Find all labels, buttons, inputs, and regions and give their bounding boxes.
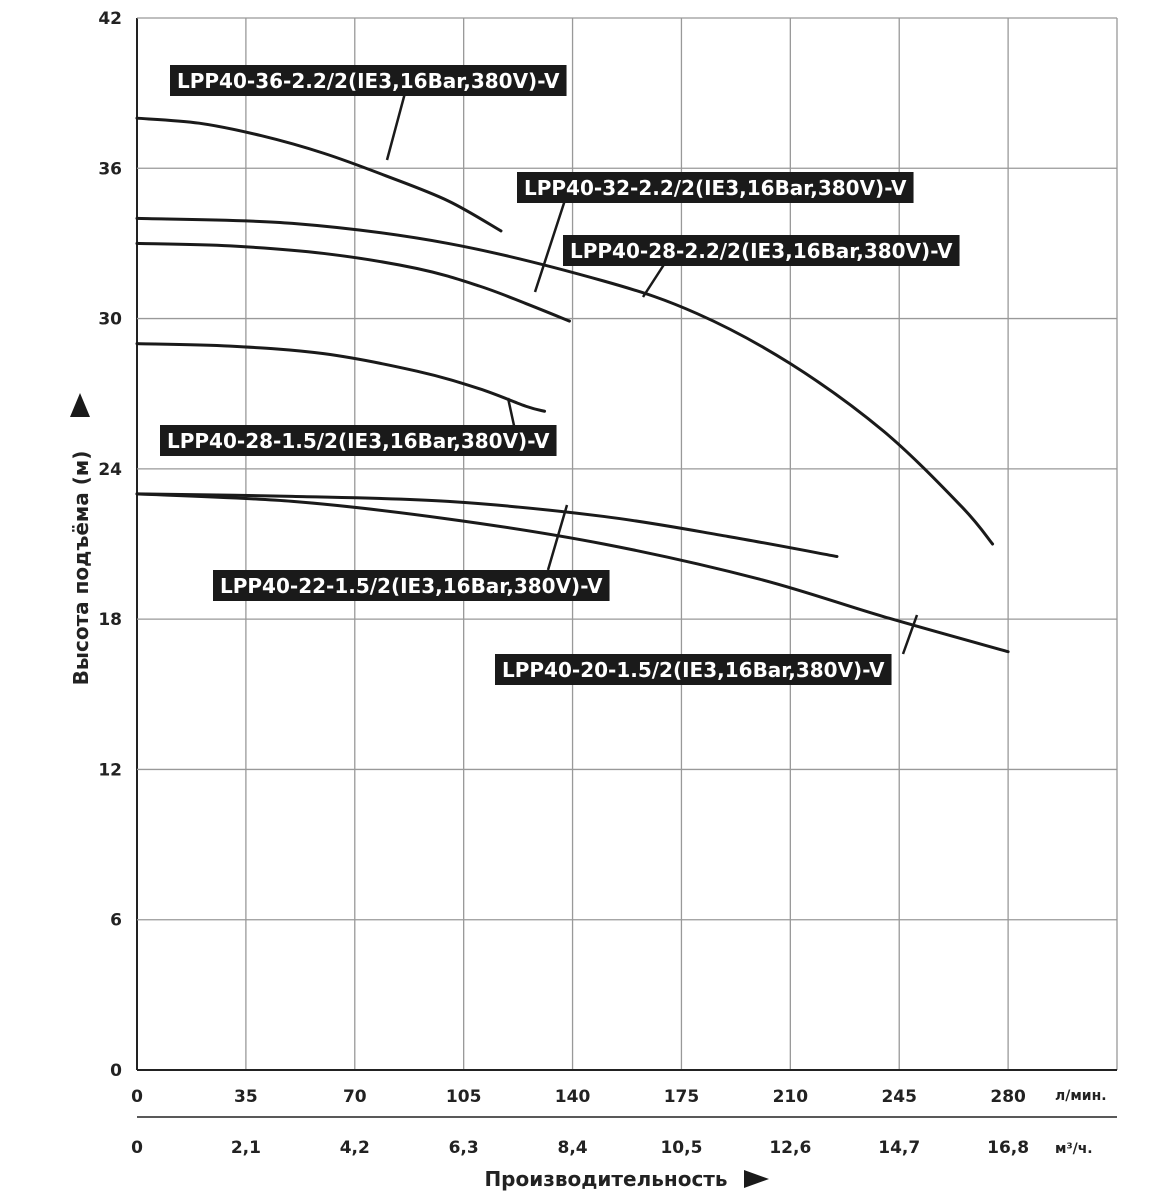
series-labels: LPP40-36-2.2/2(IE3,16Bar,380V)-V LPP40-32… <box>160 65 960 685</box>
series-curve-2 <box>135 216 995 546</box>
x-unit-primary: л/мин. <box>1055 1088 1107 1104</box>
x-tick-label-secondary: 6,3 <box>449 1138 479 1158</box>
series-label-1: LPP40-32-2.2/2(IE3,16Bar,380V)-V <box>524 176 907 200</box>
y-tick-label: 0 <box>110 1061 122 1081</box>
series-curve-1 <box>135 241 571 323</box>
x-tick-label: 35 <box>234 1087 258 1107</box>
x-tick-label: 105 <box>446 1087 482 1107</box>
x-axis-title: Производительность <box>484 1167 727 1191</box>
y-axis-title: Высота подъёма (м) <box>69 451 93 686</box>
series-label-0: LPP40-36-2.2/2(IE3,16Bar,380V)-V <box>177 69 560 93</box>
x-unit-secondary: м³/ч. <box>1055 1141 1093 1157</box>
y-tick-label: 36 <box>98 159 122 179</box>
series-label-box-3 <box>160 425 557 456</box>
x-tick-label-secondary: 2,1 <box>231 1138 261 1158</box>
series-curve-3 <box>135 342 547 413</box>
x-tick-label: 210 <box>773 1087 809 1107</box>
y-axis-title-group: Высота подъёма (м) <box>69 393 93 685</box>
x-tick-label: 175 <box>664 1087 700 1107</box>
x-tick-label-secondary: 0 <box>131 1138 143 1158</box>
series-curve-0 <box>135 116 503 233</box>
leader-line-5 <box>901 614 919 655</box>
series-label-box-2 <box>563 235 960 266</box>
series-curve-4 <box>135 492 839 559</box>
y-tick-label: 12 <box>98 760 122 780</box>
series-label-4: LPP40-22-1.5/2(IE3,16Bar,380V)-V <box>220 574 603 598</box>
series-curve-5 <box>135 492 1010 654</box>
series-label-3: LPP40-28-1.5/2(IE3,16Bar,380V)-V <box>167 429 550 453</box>
series-label-box-1 <box>517 172 914 203</box>
series-label-5: LPP40-20-1.5/2(IE3,16Bar,380V)-V <box>502 658 885 682</box>
x-tick-label-secondary: 10,5 <box>660 1138 702 1158</box>
x-tick-label: 0 <box>131 1087 143 1107</box>
x-tick-label: 245 <box>881 1087 917 1107</box>
leader-line-4 <box>546 504 569 571</box>
leader-line-2 <box>641 262 667 298</box>
x-axis-arrow-icon <box>744 1170 769 1188</box>
x-tick-label-secondary: 12,6 <box>769 1138 811 1158</box>
series-label-2: LPP40-28-2.2/2(IE3,16Bar,380V)-V <box>570 239 953 263</box>
series-label-box-4 <box>213 570 610 601</box>
y-tick-label: 6 <box>110 911 122 931</box>
series-curves <box>135 116 1010 654</box>
x-tick-label-secondary: 16,8 <box>987 1138 1029 1158</box>
y-tick-label: 24 <box>98 460 122 480</box>
leader-line-1 <box>533 199 567 293</box>
series-label-box-5 <box>495 654 892 685</box>
series-label-box-0 <box>170 65 567 96</box>
y-axis-arrow-icon <box>70 393 90 417</box>
y-tick-label: 18 <box>98 610 122 630</box>
x-tick-label: 70 <box>343 1087 367 1107</box>
y-tick-label: 42 <box>98 9 122 29</box>
x-tick-label-secondary: 8,4 <box>557 1138 587 1158</box>
tick-labels: 0 6 12 18 24 30 36 42 0 35 70 105 140 175 210 245 280 0 2,… <box>98 9 1029 1158</box>
y-tick-label: 30 <box>98 310 122 330</box>
x-axis-title-group: Производительность <box>484 1167 769 1191</box>
x-tick-label: 280 <box>990 1087 1026 1107</box>
x-tick-label-secondary: 4,2 <box>340 1138 370 1158</box>
x-tick-label: 140 <box>555 1087 591 1107</box>
leader-line-0 <box>385 92 407 161</box>
x-tick-label-secondary: 14,7 <box>878 1138 920 1158</box>
